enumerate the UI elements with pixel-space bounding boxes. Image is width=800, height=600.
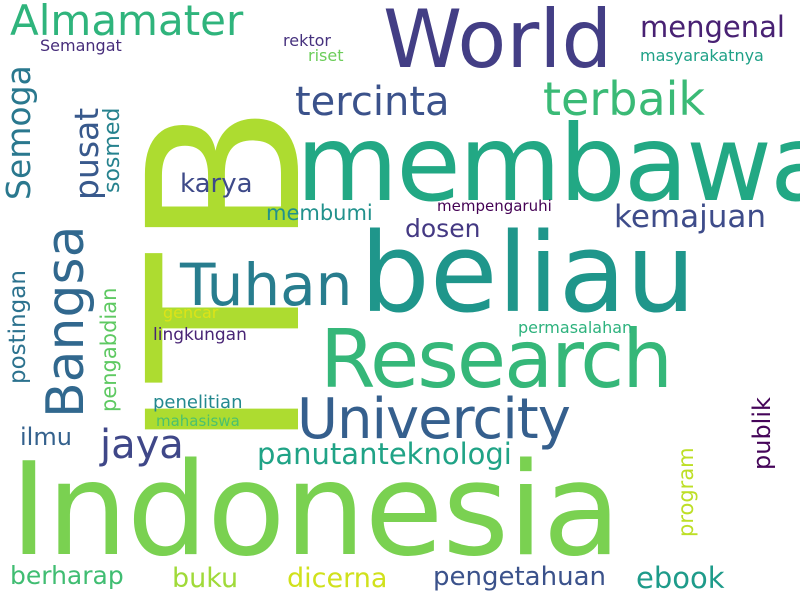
word-membawa: membawa xyxy=(296,103,800,225)
word-indonesia: Indonesia xyxy=(10,436,621,585)
word-jaya: jaya xyxy=(100,422,184,468)
word-penelitian: penelitian xyxy=(153,392,243,413)
word-pengabdian: pengabdian xyxy=(97,287,121,412)
word-program: program xyxy=(674,447,698,537)
word-ebook: ebook xyxy=(636,561,725,595)
word-kemajuan: kemajuan xyxy=(614,199,767,235)
word-postingan: postingan xyxy=(5,270,31,384)
word-semoga: Semoga xyxy=(0,65,38,200)
word-riset: riset xyxy=(308,46,344,65)
word-univercity: Univercity xyxy=(297,387,571,452)
word-masyarakatnya: masyarakatnya xyxy=(640,46,764,65)
word-ilmu: ilmu xyxy=(20,423,72,451)
word-research: Research xyxy=(320,313,673,406)
word-panutanteknologi: panutanteknologi xyxy=(257,437,512,471)
word-buku: buku xyxy=(172,563,239,594)
word-mengenal: mengenal xyxy=(640,10,785,44)
word-mempengaruhi: mempengaruhi xyxy=(437,197,552,215)
word-gencar: gencar xyxy=(163,303,219,322)
word-pengetahuan: pengetahuan xyxy=(433,562,606,592)
word-bangsa: Bangsa xyxy=(36,225,96,418)
word-karya: karya xyxy=(180,169,253,199)
word-tuhan: Tuhan xyxy=(180,251,353,319)
word-membumi: membumi xyxy=(266,201,373,225)
word-tercinta: tercinta xyxy=(295,79,450,125)
word-permasalahan: permasalahan xyxy=(518,318,633,337)
word-world: World xyxy=(383,0,613,86)
word-terbaik: terbaik xyxy=(543,72,706,126)
word-beliau: beliau xyxy=(360,209,696,337)
word-sosmed: sosmed xyxy=(100,107,125,193)
word-berharap: berharap xyxy=(10,561,124,590)
word-lingkungan: lingkungan xyxy=(153,325,247,345)
word-pusat: pusat xyxy=(67,107,106,200)
word-semangat: Semangat xyxy=(40,36,122,55)
word-mahasiswa: mahasiswa xyxy=(156,412,240,430)
word-rektor: rektor xyxy=(283,31,331,50)
word-almamater: Almamater xyxy=(10,0,244,45)
word-dicerna: dicerna xyxy=(287,563,388,594)
word-dosen: dosen xyxy=(405,214,481,243)
word-publik: publik xyxy=(748,397,776,470)
